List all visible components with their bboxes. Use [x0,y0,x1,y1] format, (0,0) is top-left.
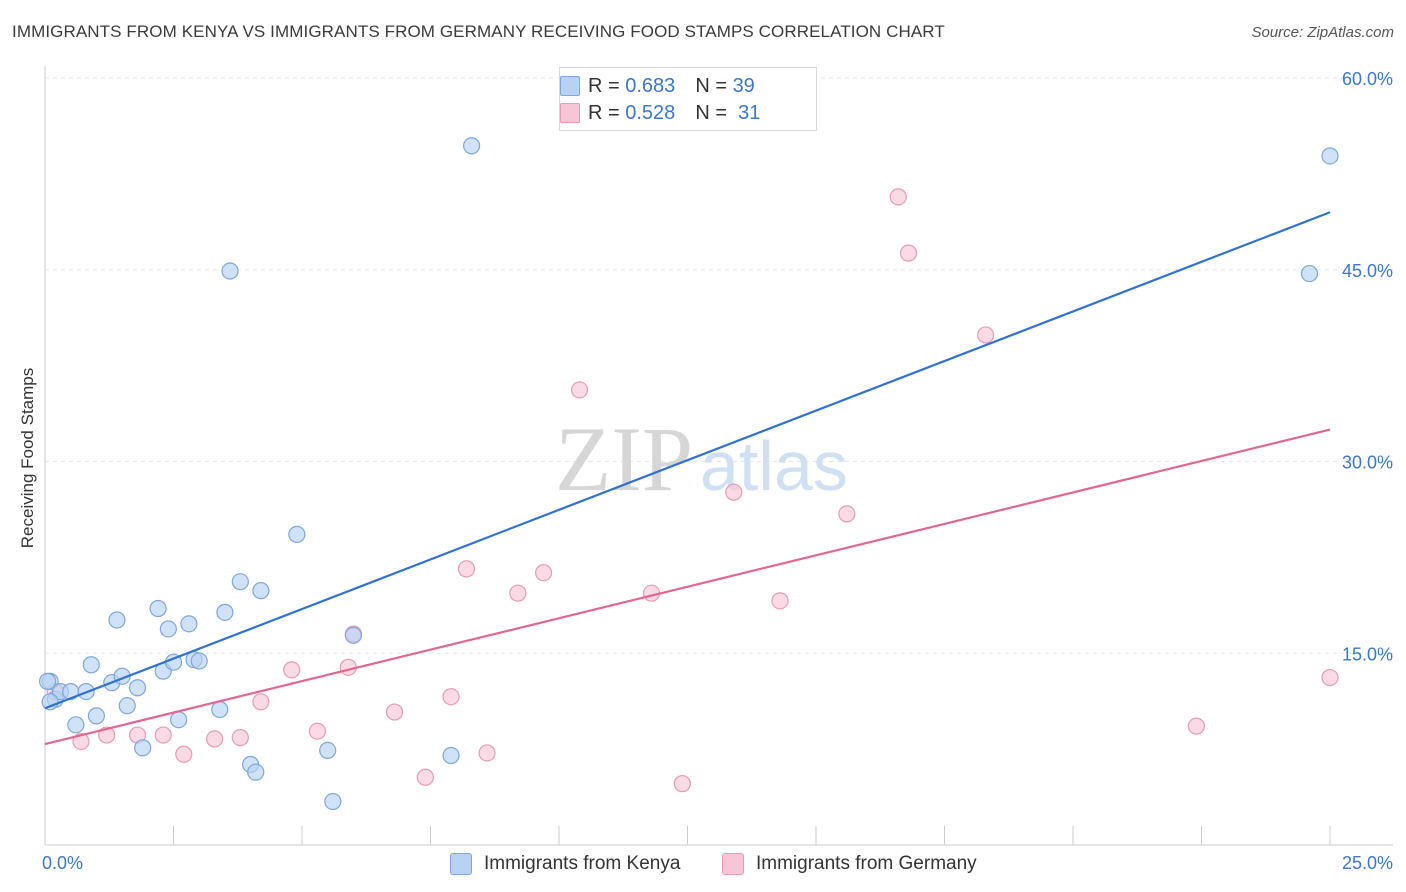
germany-point [175,745,193,763]
y-tick-label: 45.0% [1342,261,1393,281]
kenya-point [252,582,270,600]
watermark: ZIP atlas [555,408,848,510]
germany-point [1321,668,1339,687]
kenya-trend-line [44,211,1331,710]
bottom-legend-swatch-germany [722,853,744,875]
legend-n-value-kenya: 39 [732,74,755,97]
kenya-point [247,763,265,781]
kenya-point [1321,147,1339,165]
germany-point [1187,717,1205,735]
legend-r-value-germany: 0.528 [625,101,676,124]
axes [44,66,1393,846]
legend-r-value-kenya: 0.683 [625,74,676,97]
bottom-legend-swatch-kenya [450,853,472,875]
germany-point [154,726,172,744]
legend-n-label: N = [695,74,727,97]
gridlines [45,77,1393,654]
germany-point [771,592,789,610]
kenya-point [41,693,59,711]
kenya-point [108,611,126,629]
kenya-point [82,656,100,674]
y-axis-label: Receiving Food Stamps [18,367,37,549]
germany-point [899,244,918,262]
kenya-point [87,707,106,725]
kenya-point [134,739,152,757]
bottom-legend-label-germany: Immigrants from Germany [756,853,977,874]
legend-swatch-germany [560,103,580,123]
germany-point [385,703,404,721]
germany-point [570,381,589,399]
kenya-point [159,620,177,638]
y-tick-label: 15.0% [1342,644,1393,664]
y-tick-label: 60.0% [1342,69,1393,89]
legend-row-kenya: R = 0.683 N = 39 [560,74,755,98]
kenya-point [118,697,136,715]
kenya-point [319,741,337,760]
germany-point [416,768,434,786]
kenya-point [38,672,57,690]
bottom-legend-label-kenya: Immigrants from Kenya [484,853,681,874]
kenya-point [221,262,239,280]
bottom-legend-germany: Immigrants from Germany [722,852,977,876]
watermark-zip: ZIP [555,408,693,510]
germany-point [725,483,743,501]
germany-point [231,729,249,747]
correlation-legend: R = 0.683 N = 39 R = 0.528 N = 31 [559,67,817,131]
germany-point [977,326,995,344]
germany-point [72,732,90,751]
kenya-point [216,603,234,621]
legend-n-value-germany: 31 [738,101,761,124]
kenya-point [231,573,249,591]
germany-point [534,564,553,582]
kenya-point [170,711,188,729]
germany-point [442,688,460,706]
germany-point [673,775,691,793]
x-tick-label: 0.0% [42,853,83,873]
trend-lines [44,211,1331,746]
legend-r-label: R = [588,101,620,124]
kenya-point [442,746,460,765]
germany-point [98,726,116,744]
x-tick-label: 25.0% [1342,853,1393,873]
germany-point [838,505,856,523]
tick-labels: 15.0% 30.0% 45.0% 60.0% 0.0% 25.0% [42,69,1393,873]
data-points [38,137,1339,811]
y-tick-label: 30.0% [1342,453,1393,473]
watermark-atlas: atlas [700,427,848,505]
kenya-point [180,615,198,633]
germany-point [308,722,327,740]
kenya-point [324,792,342,811]
legend-row-germany: R = 0.528 N = 31 [560,101,761,125]
germany-point [889,188,907,206]
bottom-legend-kenya: Immigrants from Kenya [450,852,680,876]
legend-n-label: N = [695,101,727,124]
kenya-point [1300,264,1319,283]
kenya-point [128,679,147,697]
germany-point [206,730,224,748]
germany-point [252,693,270,711]
chart-title: IMMIGRANTS FROM KENYA VS IMMIGRANTS FROM… [12,22,945,41]
kenya-point [211,700,229,719]
kenya-point [190,652,208,670]
kenya-point [288,525,306,543]
legend-swatch-kenya [560,76,580,96]
kenya-point [149,599,167,618]
kenya-point [67,716,85,734]
germany-point [478,744,496,762]
germany-point [283,661,301,679]
chart-source: Source: ZipAtlas.com [1251,24,1394,41]
kenya-point [463,137,481,155]
legend-r-label: R = [588,74,620,97]
germany-point [457,560,476,578]
germany-trend-line [44,428,1331,746]
kenya-point [344,626,362,644]
germany-point [509,584,527,602]
